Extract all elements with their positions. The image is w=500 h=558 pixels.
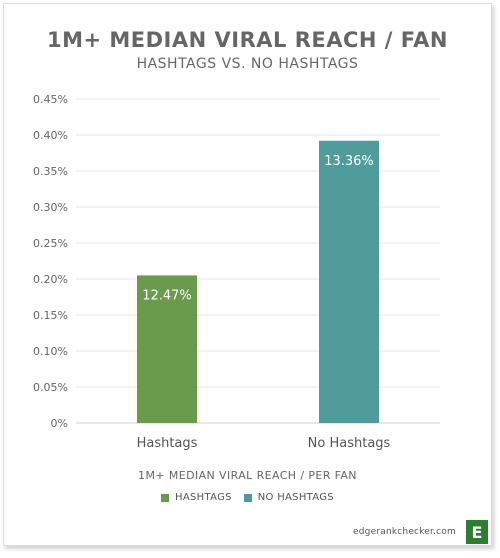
bar-data-label: 12.47% <box>142 288 192 303</box>
x-tick-label: Hashtags <box>137 436 198 451</box>
y-tick-label: 0.15% <box>33 309 68 322</box>
y-tick-label: 0.25% <box>33 237 68 250</box>
y-tick-label: 0.35% <box>33 165 68 178</box>
x-tick-label: No Hashtags <box>308 436 391 451</box>
legend-item-no-hashtags: NO HASHTAGS <box>243 492 334 503</box>
y-tick-label: 0.10% <box>33 345 68 358</box>
edgerank-logo-icon: E <box>466 520 488 544</box>
legend-item-hashtags: HASHTAGS <box>161 492 232 503</box>
bar-chart: 0% 0.05% 0.10% 0.15% 0.20% 0.25% 0.30% 0.35% 0.4… <box>33 93 440 451</box>
site-url: edgerankchecker.com <box>353 527 456 537</box>
bar <box>319 140 379 423</box>
footer: edgerankchecker.com E <box>353 520 491 544</box>
y-tick-label: 0% <box>51 417 68 430</box>
y-tick-label: 0.40% <box>33 129 68 142</box>
y-tick-label: 0.20% <box>33 273 68 286</box>
y-tick-label: 0.45% <box>33 93 68 106</box>
bar <box>137 275 197 423</box>
chart-subtitle: HASHTAGS VS. NO HASHTAGS <box>136 56 359 72</box>
legend-swatch-no-hashtags <box>243 493 252 502</box>
bar-data-label: 13.36% <box>324 154 374 169</box>
legend-label-hashtags: HASHTAGS <box>175 492 232 503</box>
chart-card: 1M+ MEDIAN VIRAL REACH / FAN HASHTAGS VS… <box>3 3 492 546</box>
chart-title: 1M+ MEDIAN VIRAL REACH / FAN <box>46 28 449 52</box>
legend-label-no-hashtags: NO HASHTAGS <box>257 492 334 503</box>
legend: HASHTAGS NO HASHTAGS <box>4 492 491 503</box>
y-tick-label: 0.05% <box>33 381 68 394</box>
y-tick-label: 0.30% <box>33 201 68 214</box>
x-axis-title: 1M+ MEDIAN VIRAL REACH / PER FAN <box>138 469 357 482</box>
legend-swatch-hashtags <box>161 493 170 502</box>
